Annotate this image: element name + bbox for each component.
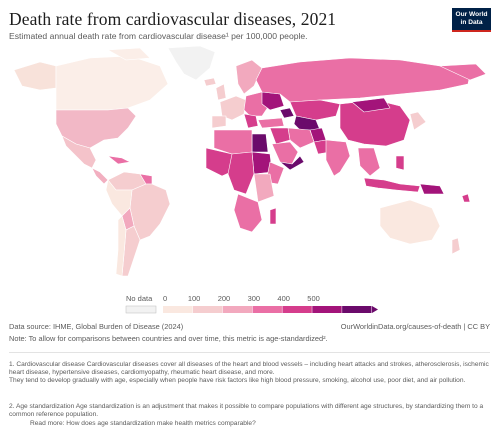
region-greenland[interactable]: [167, 45, 216, 81]
region-china[interactable]: [339, 99, 411, 147]
legend-arrow-icon: [372, 306, 378, 313]
region-mongolia[interactable]: [351, 97, 391, 113]
age-standardized-note: Note: To allow for comparisons between c…: [9, 334, 328, 343]
legend-tick-label: 400: [277, 294, 290, 303]
footnote-age-standardization: 2. Age standardization Age standardizati…: [9, 403, 484, 419]
map-legend: No data 0 100 200 300 400 500: [125, 294, 378, 314]
legend-tick-label: 500: [307, 294, 320, 303]
legend-color-bins: [163, 306, 378, 313]
footnote-cardiovascular: 1. Cardiovascular disease Cardiovascular…: [9, 361, 490, 386]
legend-no-data-label: No data: [126, 294, 153, 303]
world-map[interactable]: [0, 44, 500, 280]
owid-logo[interactable]: Our World in Data: [452, 8, 491, 32]
region-central-america[interactable]: [91, 167, 109, 185]
footer-divider: [9, 352, 490, 353]
region-turkey[interactable]: [257, 117, 285, 129]
legend-tick-label: 100: [188, 294, 201, 303]
legend-bin: [163, 306, 193, 313]
footnote-1-text: 1. Cardiovascular disease Cardiovascular…: [9, 361, 489, 377]
read-more-link[interactable]: Read more: How does age standardization …: [30, 420, 256, 427]
region-new-zealand[interactable]: [451, 237, 461, 255]
source-url-link[interactable]: OurWorldinData.org/causes-of-death | CC …: [340, 322, 490, 331]
region-papua[interactable]: [419, 183, 445, 195]
legend-tick-label: 300: [248, 294, 261, 303]
region-russia[interactable]: [255, 57, 471, 103]
legend-bin: [282, 306, 312, 313]
legend-tick-labels: 0 100 200 300 400 500: [163, 294, 320, 303]
region-southeast-asia[interactable]: [357, 147, 381, 177]
region-east-africa[interactable]: [253, 173, 275, 203]
legend-tick-label: 0: [163, 294, 167, 303]
region-caucasus[interactable]: [279, 107, 295, 119]
region-balkans[interactable]: [243, 113, 259, 129]
region-iraq-syria[interactable]: [269, 127, 291, 145]
region-iberia[interactable]: [211, 115, 227, 129]
region-australia[interactable]: [379, 199, 441, 245]
legend-tick-label: 200: [218, 294, 231, 303]
region-caribbean[interactable]: [107, 155, 131, 165]
chart-title: Death rate from cardiovascular diseases,…: [9, 9, 337, 29]
region-central-africa[interactable]: [227, 151, 255, 195]
logo-line-2: in Data: [460, 19, 483, 26]
region-philippines[interactable]: [395, 155, 405, 171]
region-chile[interactable]: [115, 215, 127, 277]
legend-bin: [342, 306, 372, 313]
region-india[interactable]: [325, 139, 351, 177]
region-uk[interactable]: [215, 83, 227, 101]
legend-bin: [222, 306, 253, 313]
region-canada[interactable]: [55, 55, 169, 111]
footnote-1-text-b: They tend to develop gradually with age,…: [9, 377, 466, 385]
region-iceland[interactable]: [203, 77, 217, 87]
legend-bin: [252, 306, 282, 313]
region-scandinavia[interactable]: [235, 59, 263, 95]
region-southern-africa[interactable]: [233, 193, 263, 233]
logo-line-1: Our World: [455, 11, 488, 18]
data-source: Data source: IHME, Global Burden of Dise…: [9, 322, 184, 331]
region-madagascar[interactable]: [269, 207, 277, 225]
region-indonesia[interactable]: [363, 177, 421, 193]
region-canada-islands[interactable]: [107, 47, 151, 61]
region-alaska[interactable]: [13, 61, 57, 91]
chart-subtitle: Estimated annual death rate from cardiov…: [9, 31, 308, 41]
region-saudi-arabia[interactable]: [271, 141, 299, 165]
legend-no-data-swatch: [125, 305, 157, 314]
region-russia-east[interactable]: [439, 63, 487, 81]
region-pacific-islands[interactable]: [461, 193, 471, 203]
region-north-africa[interactable]: [213, 129, 253, 155]
legend-bin: [312, 306, 342, 313]
region-korea-japan[interactable]: [409, 111, 427, 131]
region-yemen-oman[interactable]: [279, 155, 305, 171]
region-egypt[interactable]: [251, 133, 269, 153]
legend-bin: [192, 306, 223, 313]
